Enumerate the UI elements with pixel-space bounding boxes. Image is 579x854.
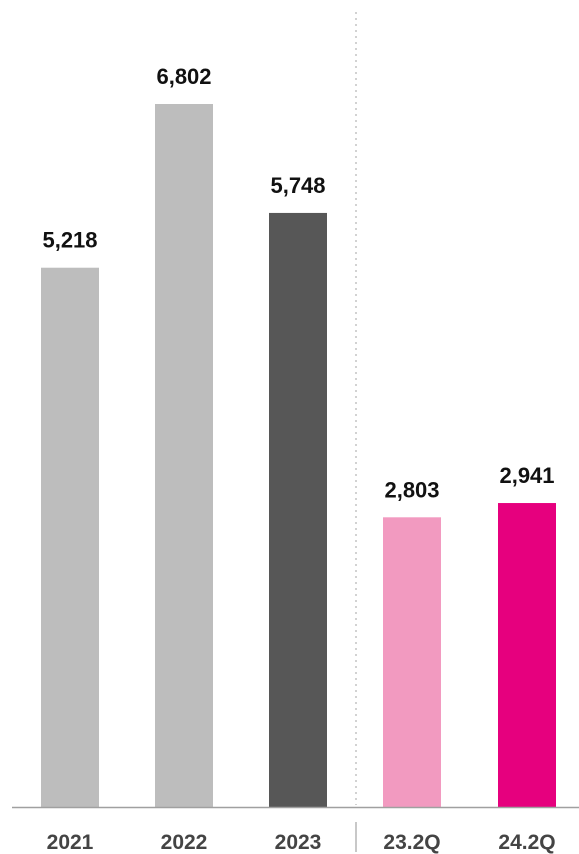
value-label-2022: 6,802 bbox=[156, 64, 211, 89]
bar-2021 bbox=[41, 267, 99, 808]
x-tick-label-24.2Q: 24.2Q bbox=[498, 831, 555, 854]
bar-24.2Q bbox=[498, 503, 556, 807]
value-label-2023: 5,748 bbox=[270, 173, 325, 198]
value-label-2021: 5,218 bbox=[42, 228, 97, 253]
value-label-24.2Q: 2,941 bbox=[499, 463, 554, 488]
bar-2022 bbox=[155, 104, 213, 807]
x-tick-label-2023: 2023 bbox=[275, 831, 322, 854]
bars-group bbox=[41, 104, 556, 808]
value-label-23.2Q: 2,803 bbox=[384, 477, 439, 502]
value-labels-group: 5,218 6,802 5,748 2,803 2,941 bbox=[42, 64, 554, 502]
x-tick-label-23.2Q: 23.2Q bbox=[383, 831, 440, 854]
bar-23.2Q bbox=[383, 517, 441, 807]
bar-2023 bbox=[269, 212, 327, 807]
x-tick-labels-group: 2021 2022 2023 23.2Q 24.2Q bbox=[47, 831, 556, 854]
x-tick-label-2021: 2021 bbox=[47, 831, 94, 854]
x-tick-label-2022: 2022 bbox=[161, 831, 208, 854]
